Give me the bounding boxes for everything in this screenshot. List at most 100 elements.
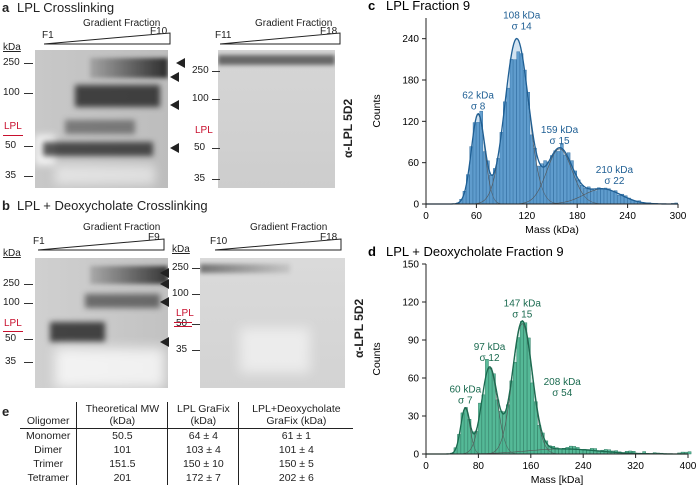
x-tick-label: 120 — [518, 211, 535, 222]
table-header: LPL+Deoxycholate GraFix (kDa) — [238, 402, 354, 429]
panel-a-right-marker-35: 35 — [194, 173, 206, 184]
y-tick-label: 120 — [402, 298, 419, 309]
table-cell: 151.5 — [76, 457, 168, 471]
panel-a-letter: a — [2, 0, 10, 15]
peak-label-sigma: σ 12 — [479, 353, 500, 364]
panel-b-gel-right — [200, 258, 345, 388]
panel-b-right-marker-100: 100 — [172, 288, 189, 299]
panel-b-antibody-label: α-LPL 5D2 — [352, 298, 366, 358]
peak-label-mass: 62 kDa — [462, 90, 494, 101]
chart-letter: c — [368, 0, 375, 13]
table-header: Oligomer — [20, 402, 77, 429]
x-tick-label: 80 — [473, 461, 485, 472]
x-tick-label: 60 — [471, 211, 483, 222]
panel-b-marker-100: 100 — [3, 297, 20, 308]
table-cell: 50.5 — [76, 428, 168, 443]
panel-e-letter: e — [2, 404, 10, 419]
y-tick-label: 120 — [402, 117, 419, 128]
table-cell: 172 ± 7 — [167, 471, 239, 485]
panel-b-title: LPL + Deoxycholate Crosslinking — [17, 198, 208, 213]
peak-label-mass: 60 kDa — [449, 384, 481, 395]
panel-a-left-gradient-label: Gradient Fraction — [83, 18, 161, 29]
table-row: Dimer 101 103 ± 4 101 ± 4 — [20, 443, 354, 457]
peak-label-sigma: σ 22 — [604, 176, 625, 187]
panel-b-left-gradient-label: Gradient Fraction — [83, 222, 161, 233]
panel-a-right-marker-100: 100 — [192, 93, 209, 104]
y-tick-label: 150 — [402, 260, 419, 271]
panel-b-marker-35: 35 — [5, 356, 17, 367]
panel-a-marker-250: 250 — [3, 57, 20, 68]
oligomer-table: Oligomer Theoretical MW (kDa) LPL GraFix… — [20, 402, 354, 485]
x-axis-label: Mass [kDa] — [531, 474, 584, 486]
peak-label-mass: 97 kDa — [474, 342, 506, 353]
panel-b-kda-label-right: kDa — [172, 244, 190, 255]
histogram-bar — [687, 451, 692, 455]
chart-d: d LPL + Deoxycholate Fraction 9 0 80 160 240 3… — [368, 244, 697, 486]
y-axis-label: Counts — [371, 94, 383, 127]
panel-b-gel-left — [35, 258, 168, 388]
peak-label-mass: 159 kDa — [541, 125, 579, 136]
y-tick-label: 90 — [408, 336, 420, 347]
peak-label-sigma: σ 54 — [552, 388, 573, 399]
table-header: Theoretical MW (kDa) — [76, 402, 168, 429]
panel-b-lpl-label: LPL — [4, 318, 22, 329]
panel-b-marker-250: 250 — [3, 278, 20, 289]
y-axis-label: Counts — [371, 342, 383, 375]
panel-a-right-gradient-wedge — [220, 32, 341, 45]
panel-b-marker-50: 50 — [5, 333, 17, 344]
panel-b-right-marker-35: 35 — [176, 344, 188, 355]
chart-c: c LPL Fraction 9 0 60 120 180 240 300 0 60 120 180 2… — [368, 0, 687, 236]
panel-b-arrow-2 — [160, 279, 169, 289]
table-cell: 103 ± 4 — [167, 443, 239, 457]
x-tick-label: 0 — [423, 461, 429, 472]
peak-label-mass: 210 kDa — [596, 165, 634, 176]
panel-a-right-start: F11 — [215, 30, 232, 41]
table-cell: 150 ± 10 — [167, 457, 239, 471]
panel-a-arrow-4 — [170, 143, 179, 153]
panel-a-marker-35: 35 — [5, 170, 17, 181]
panel-a-gel-left — [35, 50, 168, 188]
panel-a-right-gradient-label: Gradient Fraction — [255, 18, 333, 29]
y-tick-label: 30 — [408, 412, 420, 423]
y-tick-label: 240 — [402, 34, 419, 45]
gaussian-component-0 — [426, 407, 688, 455]
panel-a-marker-100: 100 — [3, 87, 20, 98]
peak-label-sigma: σ 15 — [512, 310, 533, 321]
panel-b-right-lpl-label: LPL — [176, 308, 194, 319]
peak-label-mass: 208 kDa — [544, 377, 582, 388]
table-header-row: Oligomer Theoretical MW (kDa) LPL GraFix… — [20, 402, 354, 429]
x-tick-label: 240 — [575, 461, 592, 472]
table-row: Monomer 50.5 64 ± 4 61 ± 1 — [20, 428, 354, 443]
x-tick-label: 160 — [522, 461, 539, 472]
panel-b-arrow-1 — [160, 268, 169, 278]
panel-a-arrow-1 — [176, 58, 185, 68]
table-cell: Dimer — [34, 444, 63, 456]
panel-a-antibody-label: α-LPL 5D2 — [341, 98, 355, 158]
chart-title: LPL Fraction 9 — [386, 0, 470, 13]
table-cell: 61 ± 1 — [238, 428, 354, 443]
panel-b-right-marker-250: 250 — [172, 262, 189, 273]
panel-a-left-gradient-wedge — [44, 32, 171, 45]
table-cell: 150 ± 5 — [238, 457, 354, 471]
table-cell: Tetramer — [27, 472, 69, 484]
peak-label-sigma: σ 15 — [550, 136, 571, 147]
x-axis-label: Mass (kDa) — [525, 224, 579, 236]
table-row: Tetramer 201 172 ± 7 202 ± 6 — [20, 471, 354, 485]
panel-a-title: LPL Crosslinking — [17, 0, 115, 15]
panel-b-right-marker-50: 50 — [176, 318, 188, 329]
x-tick-label: 400 — [680, 461, 697, 472]
total-fit-line — [426, 37, 678, 205]
panel-a-right-marker-50: 50 — [194, 142, 206, 153]
panel-a-left-end: F10 — [150, 26, 168, 37]
chart-title: LPL + Deoxycholate Fraction 9 — [386, 244, 564, 259]
table-cell: 101 ± 4 — [238, 443, 354, 457]
table-header: LPL GraFix (kDa) — [167, 402, 239, 429]
table-cell: Trimer — [33, 458, 64, 470]
panel-a-gel-right — [218, 50, 335, 188]
table-cell: 201 — [76, 471, 168, 485]
x-tick-label: 300 — [670, 211, 687, 222]
table-row: Trimer 151.5 150 ± 10 150 ± 5 — [20, 457, 354, 471]
panel-a-arrow-2 — [170, 72, 179, 82]
panel-b-kda-label: kDa — [3, 248, 21, 259]
peak-label-sigma: σ 7 — [458, 395, 473, 406]
